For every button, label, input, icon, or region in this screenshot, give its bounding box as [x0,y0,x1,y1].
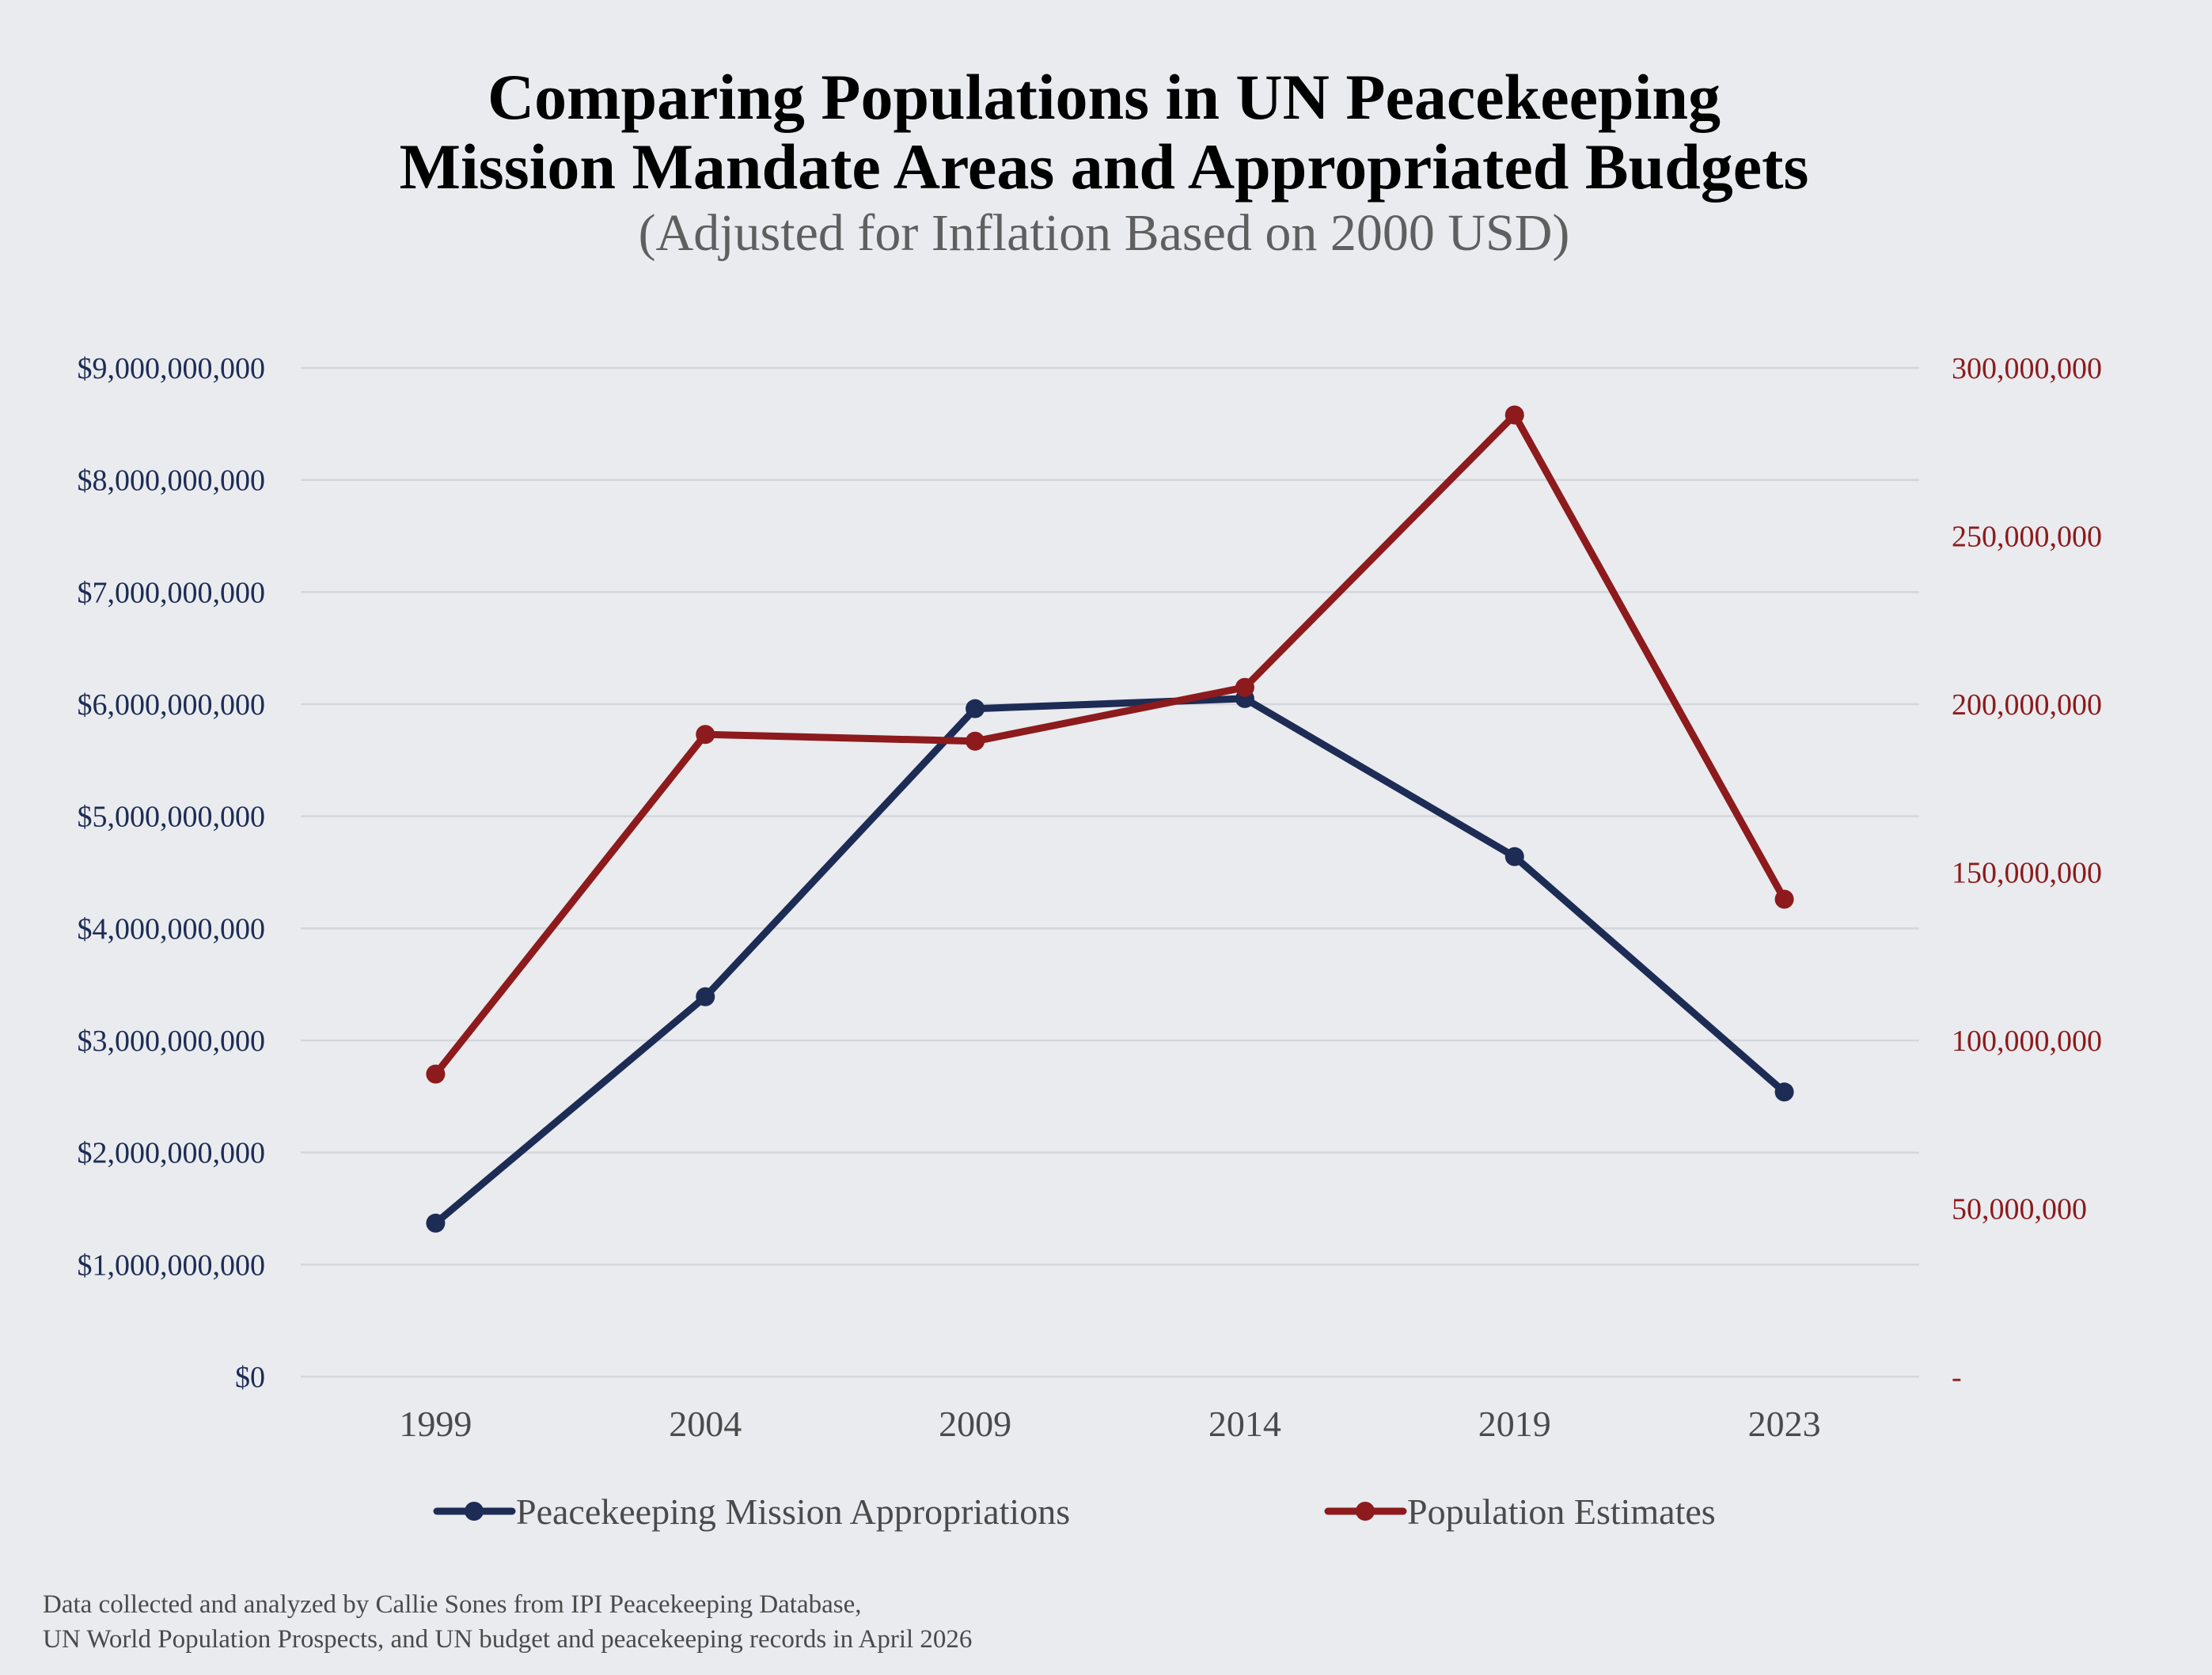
data-point [1235,677,1254,697]
chart-legend: Peacekeeping Mission Appropriations Popul… [433,1491,1716,1532]
data-point [696,987,715,1006]
x-axis-tick-label: 1999 [399,1404,472,1444]
x-axis-tick-labels: 1999 2004 2009 2014 2019 2023 [399,1404,1820,1444]
left-axis-tick-label: $6,000,000,000 [78,688,266,722]
left-axis-tick-label: $3,000,000,000 [78,1025,266,1058]
data-point [696,725,715,745]
right-axis-tick-label: 50,000,000 [1952,1193,2087,1226]
series-line [431,695,1789,1227]
data-point [1504,405,1524,425]
right-axis-tick-label: 300,000,000 [1952,352,2102,385]
data-point [1774,889,1794,909]
legend-swatch-marker [1356,1502,1375,1521]
x-axis-tick-label: 2009 [939,1404,1011,1444]
right-axis-tick-label: 150,000,000 [1952,857,2102,890]
left-axis-tick-label: $7,000,000,000 [78,576,266,609]
chart-title: Comparing Populations in UN Peacekeeping… [400,61,1809,203]
x-axis-tick-label: 2014 [1208,1404,1281,1444]
series-1 [426,688,1794,1233]
chart-footnote: Data collected and analyzed by Callie So… [43,1590,972,1654]
left-axis-tick-labels: $0 $1,000,000,000 $2,000,000,000 $3,000,000… [78,352,266,1394]
footnote-line-2: UN World Population Prospects, and UN bu… [43,1625,972,1654]
data-point [966,731,985,751]
right-axis-tick-label: 250,000,000 [1952,521,2102,554]
x-axis-tick-label: 2019 [1478,1404,1551,1444]
data-point [426,1064,446,1084]
left-axis-tick-label: $0 [235,1361,265,1394]
legend-item: Population Estimates [1324,1491,1716,1532]
data-point [1774,1082,1794,1102]
legend-item: Peacekeeping Mission Appropriations [433,1491,1070,1532]
series-line [431,411,1789,1078]
left-axis-tick-label: $2,000,000,000 [78,1137,266,1170]
left-axis-tick-label: $9,000,000,000 [78,352,266,385]
series-2 [426,405,1794,1084]
x-axis-tick-label: 2023 [1748,1404,1821,1444]
data-point [1504,847,1524,866]
gridlines [301,366,1919,1378]
right-axis-tick-label: 100,000,000 [1952,1025,2102,1058]
left-axis-tick-label: $1,000,000,000 [78,1249,266,1282]
legend-label: Peacekeeping Mission Appropriations [516,1491,1070,1532]
legend-swatch-marker [465,1502,484,1521]
left-axis-tick-label: $4,000,000,000 [78,912,266,946]
chart-title-line-1: Comparing Populations in UN Peacekeeping [488,61,1721,133]
footnote-line-1: Data collected and analyzed by Callie So… [43,1590,862,1619]
data-point [426,1213,446,1233]
right-axis-tick-label: 200,000,000 [1952,688,2102,722]
data-point [966,699,985,718]
chart-title-line-2: Mission Mandate Areas and Appropriated B… [400,131,1809,203]
x-axis-tick-label: 2004 [669,1404,742,1444]
legend-label: Population Estimates [1407,1491,1716,1532]
left-axis-tick-label: $8,000,000,000 [78,464,266,498]
left-axis-tick-label: $5,000,000,000 [78,801,266,834]
right-axis-tick-labels: - 50,000,000 100,000,000 150,000,000 200,000… [1952,352,2102,1394]
series-lines [426,405,1794,1233]
right-axis-tick-label: - [1952,1361,1962,1394]
chart-subtitle: (Adjusted for Inflation Based on 2000 US… [639,204,1570,262]
